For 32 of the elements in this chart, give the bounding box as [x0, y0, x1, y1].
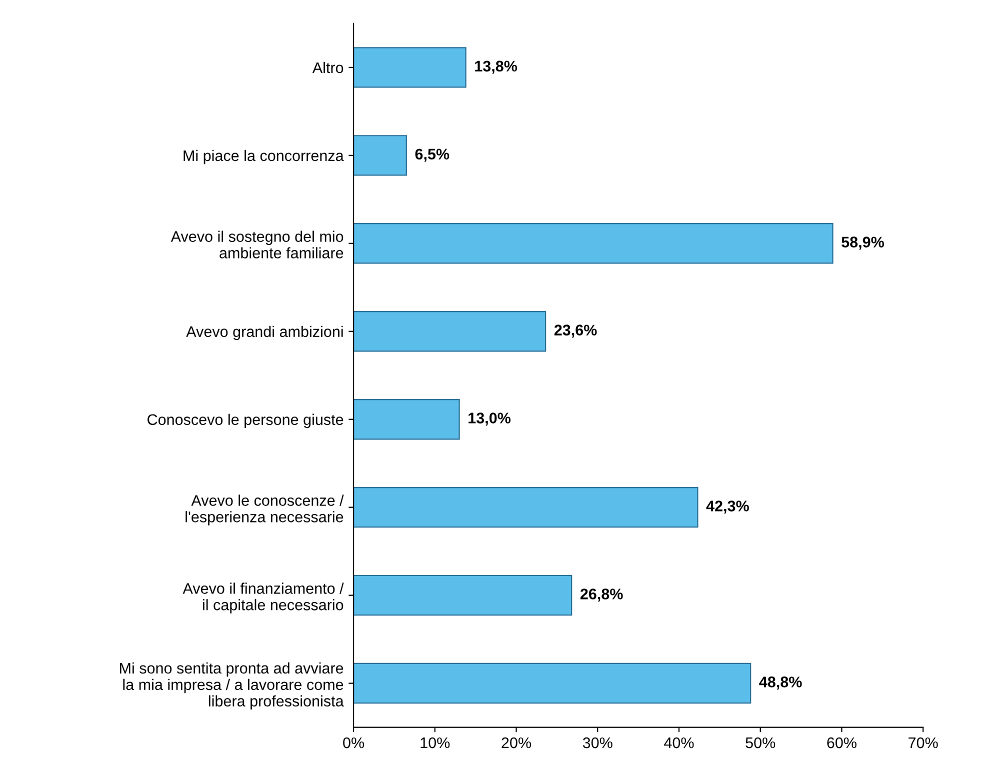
data-label: 42,3%	[706, 500, 749, 514]
bar	[354, 574, 572, 616]
data-label: 26,8%	[580, 588, 623, 602]
bar	[354, 486, 698, 528]
y-tick-label: Mi piace la concorrenza	[184, 150, 344, 164]
data-label: 13,8%	[475, 60, 518, 74]
bar	[354, 399, 460, 440]
x-tick-label: 30%	[582, 737, 612, 748]
x-tick-label: 0%	[343, 737, 364, 748]
bar	[354, 223, 834, 264]
x-tick-label: 70%	[908, 737, 938, 748]
x-tick-label: 60%	[827, 737, 856, 748]
y-tick-label: Avevo grandi ambizioni	[186, 326, 343, 340]
data-label: 48,8%	[759, 676, 802, 690]
x-tick-label: 20%	[502, 737, 531, 748]
bar	[354, 311, 546, 352]
y-tick-label: Avevo il finanziamento / il capitale necessario	[182, 582, 344, 614]
data-label: 13,0%	[468, 412, 511, 426]
x-tick-label: 10%	[420, 737, 450, 748]
x-tick-label: 40%	[664, 737, 694, 748]
data-label: 23,6%	[554, 324, 597, 338]
bar	[354, 662, 752, 704]
y-tick-label: Mi sono sentita pronta ad avviare la mia impresa / a lavorare come libera professionista	[120, 662, 344, 710]
y-tick-label: Altro	[312, 62, 344, 74]
x-tick-label: 50%	[746, 737, 776, 748]
y-tick-label: Conoscevo le persone giuste	[148, 414, 344, 428]
bar	[354, 47, 466, 88]
data-label: 6,5%	[415, 148, 450, 162]
data-label: 58,9%	[842, 236, 884, 250]
bar	[354, 135, 407, 176]
y-tick-label: Avevo il sostegno del mio ambiente familiare	[170, 230, 344, 258]
y-tick-label: Avevo le conoscenze / l'esperienza necessarie	[186, 494, 344, 526]
